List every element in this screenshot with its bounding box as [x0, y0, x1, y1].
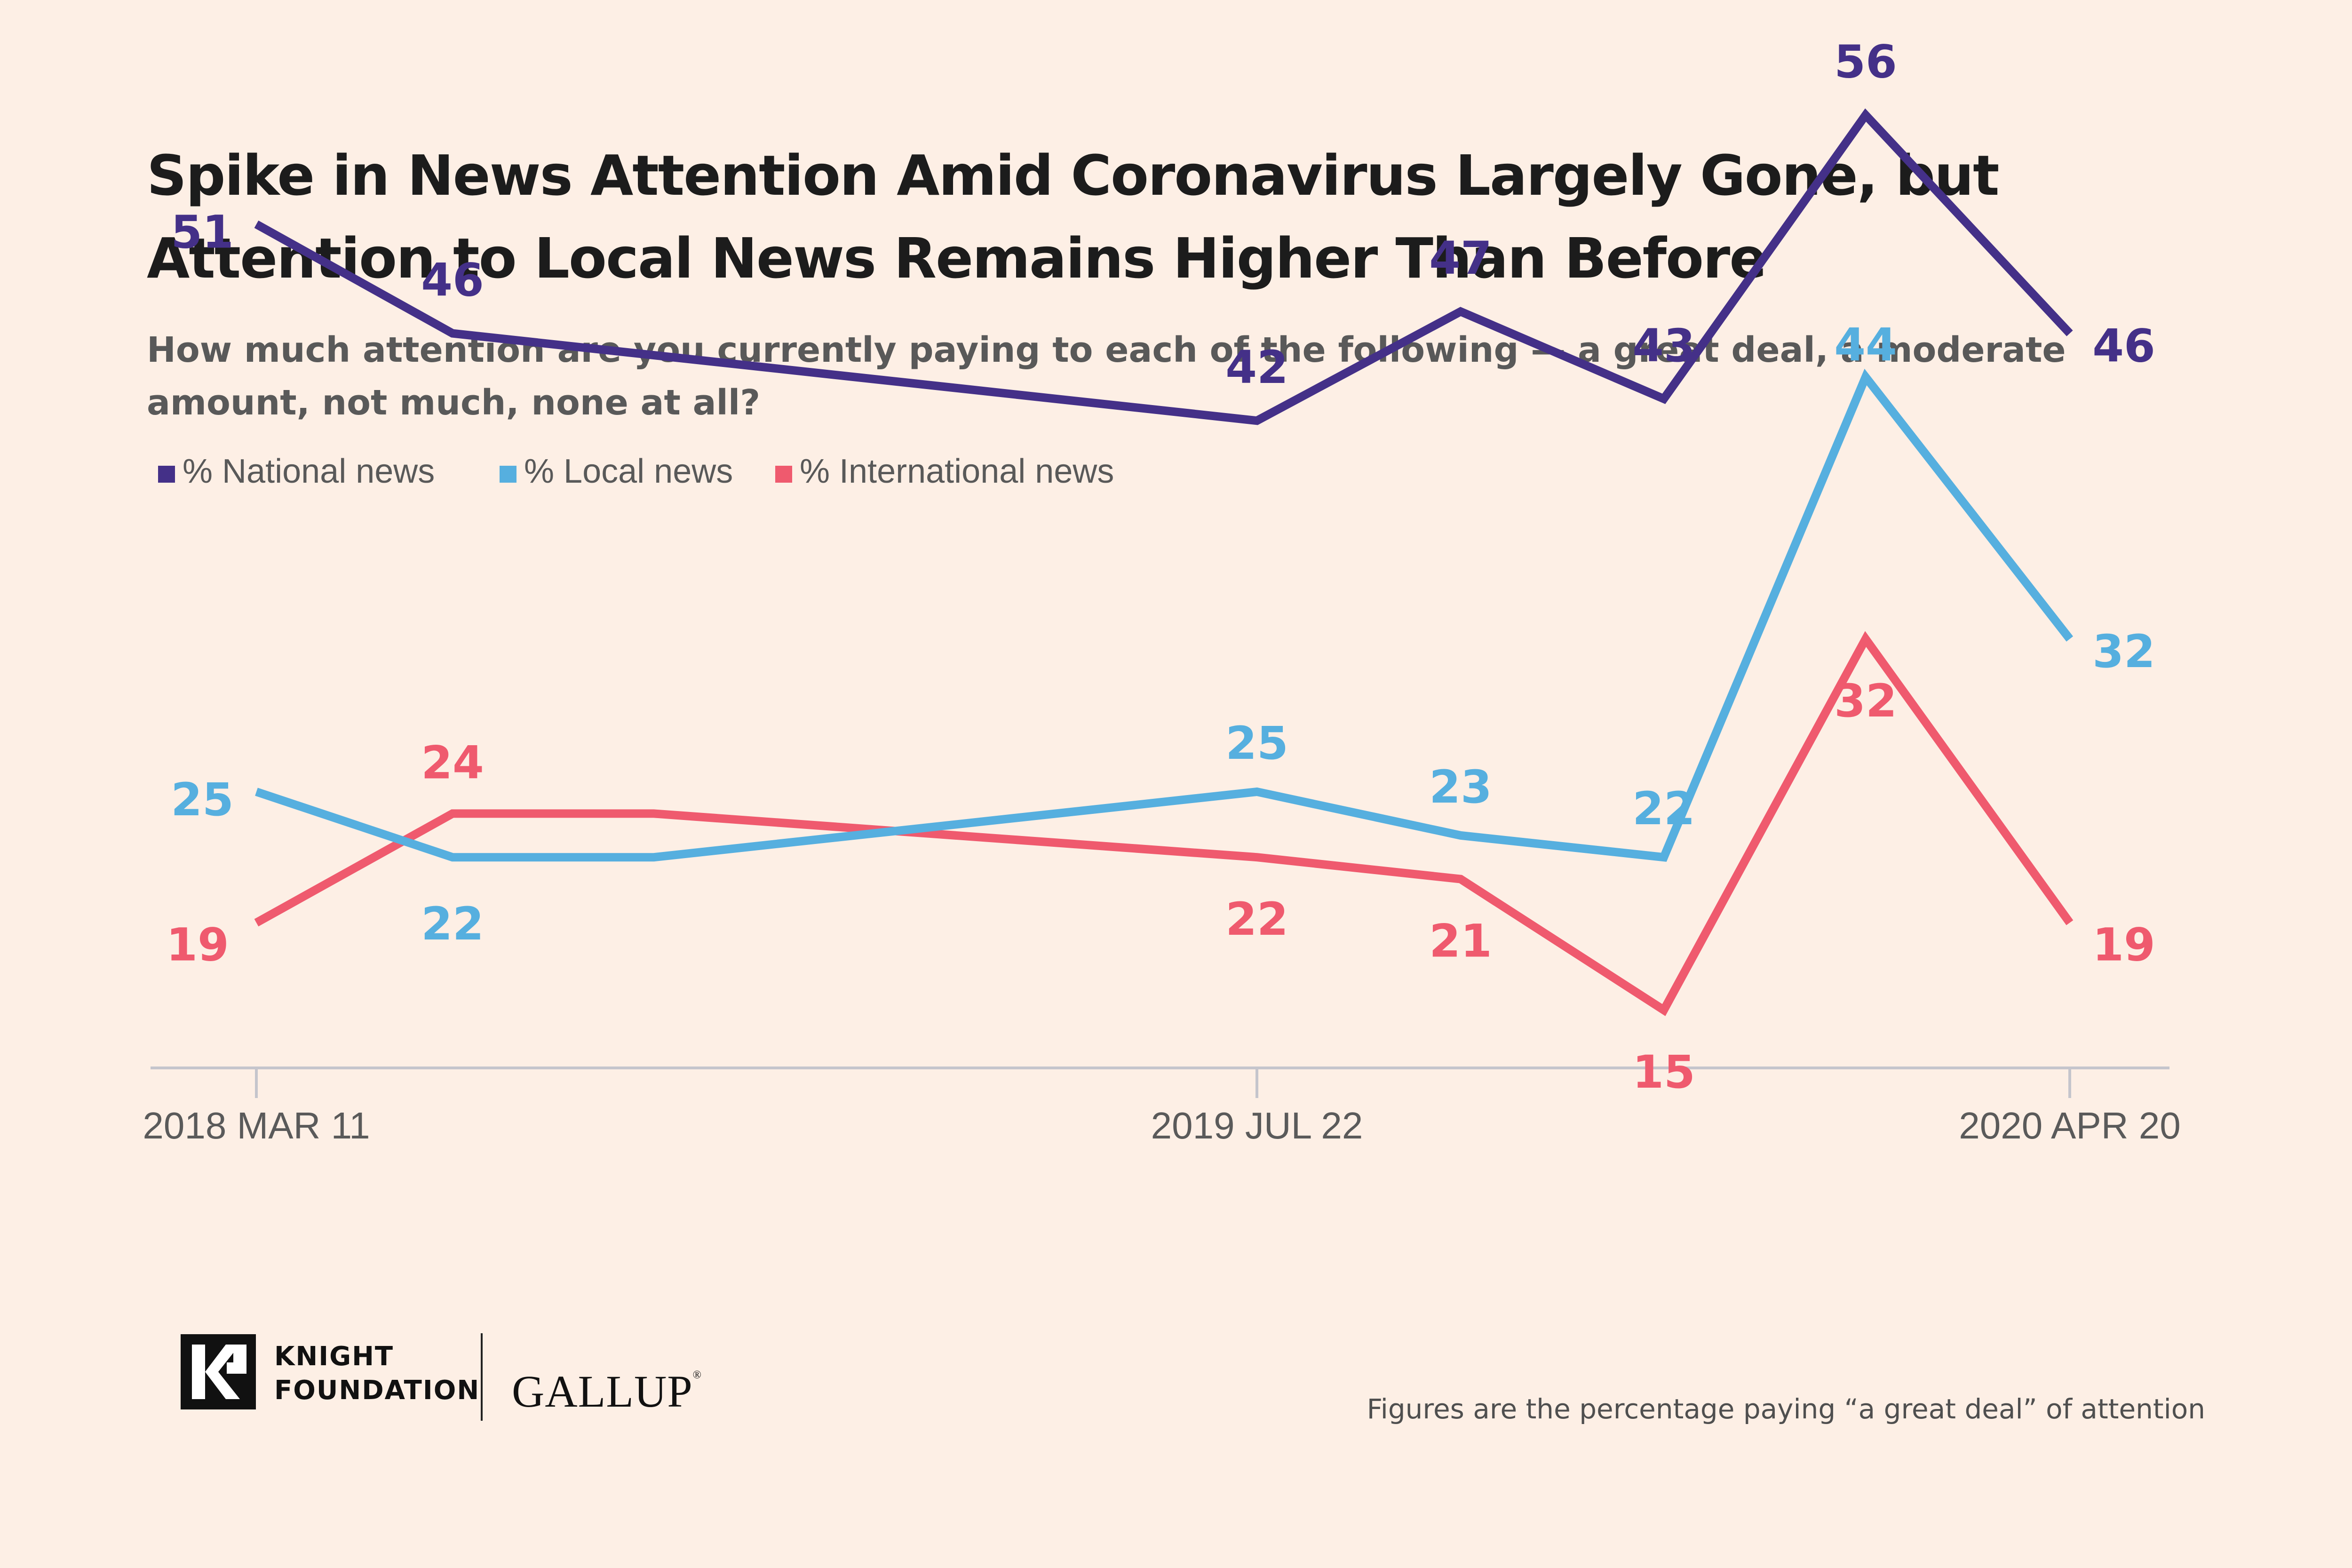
- legend-item-national: % National news: [158, 448, 435, 495]
- local-news-data-label: 25: [1225, 717, 1288, 770]
- national-news-data-label: 43: [1632, 319, 1695, 372]
- international-news-data-label: 32: [1834, 675, 1897, 727]
- national-news-data-label: 56: [1834, 36, 1897, 88]
- legend-item-local: % Local news: [500, 448, 733, 495]
- knight-wordmark-line1: KNIGHT: [274, 1341, 394, 1372]
- gallup-wordmark: GALLUP: [512, 1366, 693, 1417]
- international-news-data-label: 21: [1429, 915, 1492, 968]
- local-news-line: [255, 368, 2074, 862]
- local-news-data-label: 22: [1632, 782, 1695, 835]
- legend-swatch-local: [500, 466, 516, 483]
- legend-item-international: % International news: [775, 448, 1114, 495]
- gallup-registered-mark: ®: [692, 1369, 702, 1381]
- knight-foundation-wordmark: KNIGHT FOUNDATION: [274, 1340, 480, 1408]
- x-tick-label: 2020 APR 20: [1959, 1105, 2180, 1146]
- knight-foundation-logo-icon: [181, 1334, 256, 1409]
- local-news-data-label: 23: [1429, 761, 1492, 813]
- international-news-data-label: 15: [1632, 1046, 1695, 1098]
- national-news-data-label: 47: [1429, 232, 1492, 285]
- national-news-data-label: 42: [1225, 341, 1288, 394]
- legend-swatch-international: [775, 466, 792, 483]
- legend-label-local: % Local news: [524, 453, 733, 490]
- legend-label-national: % National news: [183, 453, 435, 490]
- international-news-data-label: 19: [166, 918, 229, 971]
- national-news-data-label: 46: [2092, 320, 2155, 373]
- logo-divider: [481, 1333, 483, 1421]
- national-news-data-label: 46: [421, 254, 484, 307]
- legend-swatch-national: [158, 466, 175, 483]
- local-news-data-label: 22: [421, 898, 484, 950]
- x-tick-label: 2018 MAR 11: [143, 1105, 370, 1146]
- legend-label-international: % International news: [800, 453, 1114, 490]
- local-news-data-label: 25: [171, 773, 234, 826]
- local-news-data-label: 44: [1834, 318, 1897, 371]
- international-news-data-label: 19: [2092, 918, 2155, 971]
- local-news-data-label: 32: [2092, 625, 2155, 678]
- international-news-data-label: 24: [421, 736, 484, 789]
- national-news-data-label: 51: [171, 206, 234, 259]
- footer-note: Figures are the percentage paying “a gre…: [1367, 1393, 2205, 1425]
- gallup-logo: GALLUP®: [512, 1349, 702, 1417]
- x-tick-label: 2019 JUL 22: [1151, 1105, 1363, 1146]
- national-news-line: [254, 108, 2073, 425]
- chart-title: Spike in News Attention Amid Coronavirus…: [147, 143, 2000, 291]
- international-news-data-label: 22: [1225, 893, 1288, 946]
- international-news-line: [254, 631, 2074, 1016]
- knight-wordmark-line2: FOUNDATION: [274, 1375, 480, 1406]
